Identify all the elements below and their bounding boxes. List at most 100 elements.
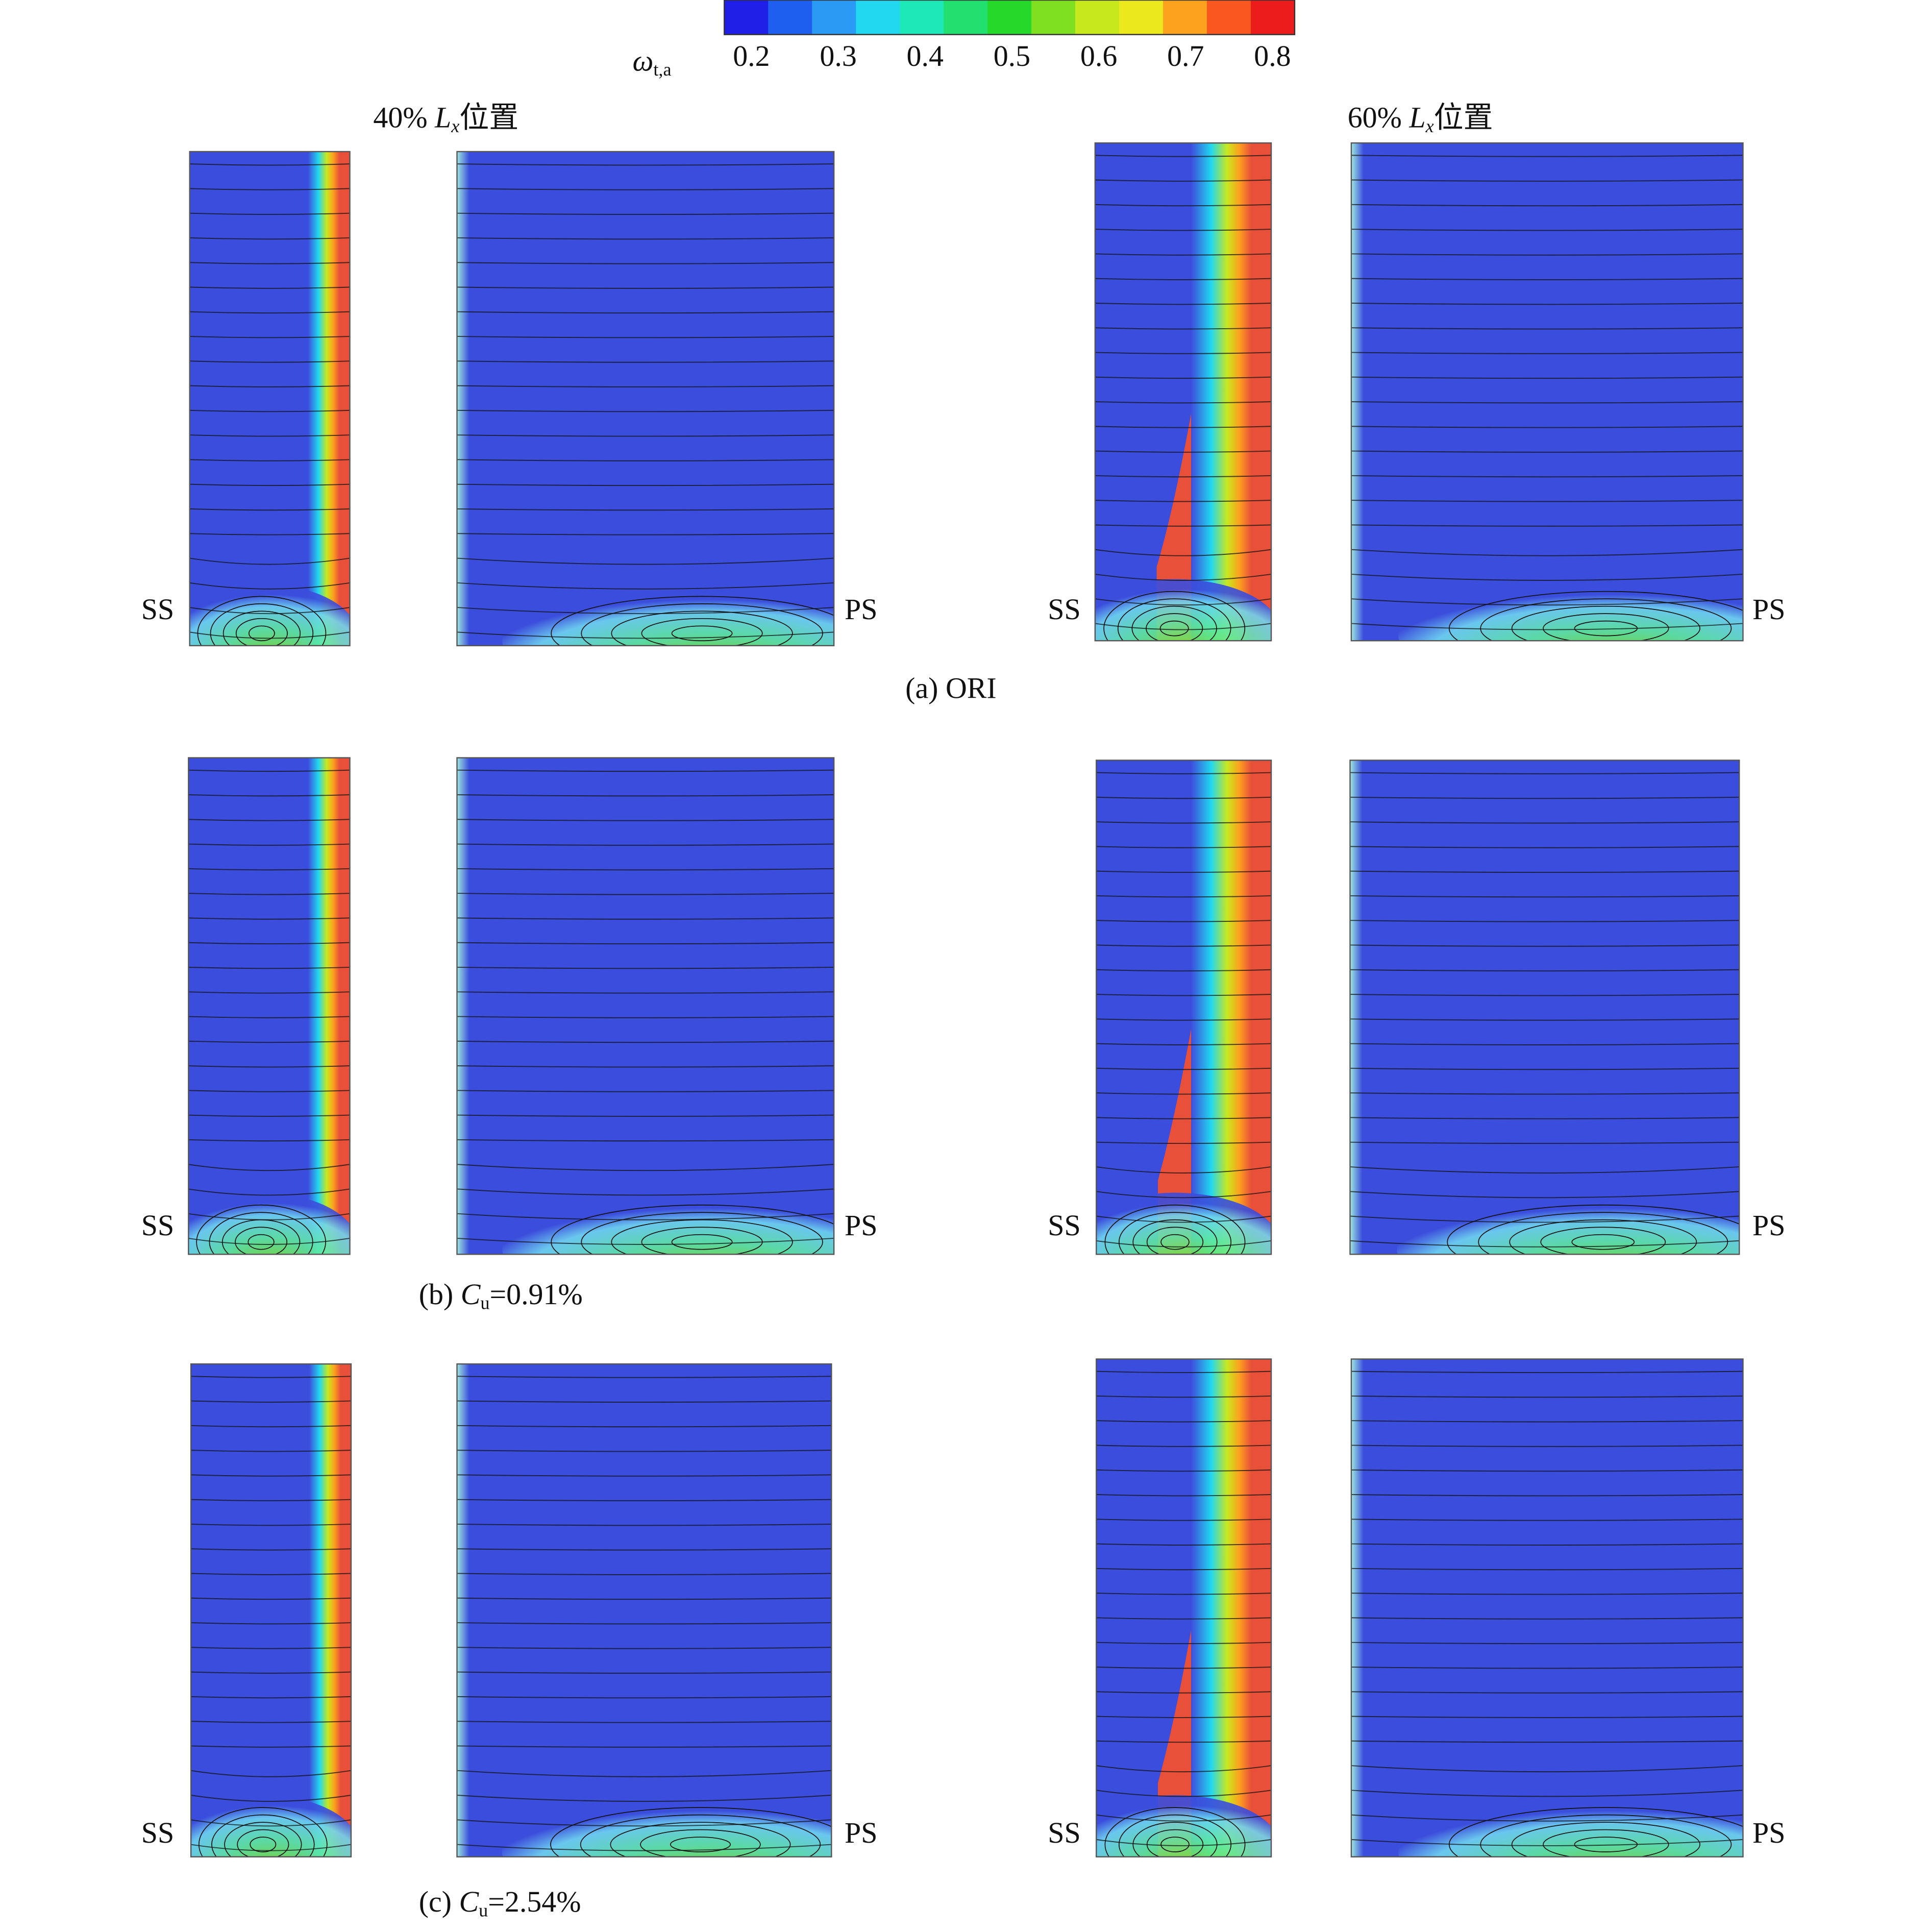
panel-content xyxy=(457,1364,832,1857)
streamline xyxy=(1095,278,1272,280)
column-label: 60% Lx位置 xyxy=(1348,101,1493,136)
vortex-line xyxy=(1480,598,1732,641)
streamline xyxy=(457,1188,834,1196)
streamline xyxy=(1096,920,1272,922)
streamline xyxy=(457,188,834,190)
streamline xyxy=(189,557,350,565)
wall-layer xyxy=(457,1364,469,1857)
streamline xyxy=(1096,1420,1272,1423)
streamline xyxy=(1096,1395,1272,1398)
colorbar-segment xyxy=(987,0,1032,35)
streamline xyxy=(189,508,350,511)
var: L xyxy=(434,101,451,134)
streamline xyxy=(1350,1067,1740,1070)
panel-frame xyxy=(456,151,835,647)
panel-frame xyxy=(190,1363,352,1857)
panel-frame xyxy=(456,757,835,1255)
streamline xyxy=(1095,179,1272,182)
streamline xyxy=(1350,895,1740,898)
streamline xyxy=(457,1016,834,1018)
streamline xyxy=(457,163,834,166)
streamline xyxy=(1096,1666,1272,1669)
streamline xyxy=(1351,302,1743,305)
vortex-line xyxy=(1132,1219,1218,1255)
streamline xyxy=(1351,1445,1743,1447)
streamline xyxy=(1351,1691,1743,1694)
panel-frame xyxy=(1096,760,1272,1255)
streamline xyxy=(189,237,350,240)
streamline xyxy=(1095,253,1272,256)
panel-content xyxy=(1095,143,1272,641)
ps-label: PS xyxy=(845,1816,877,1849)
background xyxy=(457,151,834,646)
streamline xyxy=(1350,772,1740,774)
streamline xyxy=(191,1622,351,1625)
streamline xyxy=(457,1474,832,1477)
streamline xyxy=(1096,969,1272,972)
panel-frame xyxy=(189,151,351,647)
streamline xyxy=(1095,302,1272,305)
colorbar-tick-label: 0.4 xyxy=(907,39,944,72)
streamline xyxy=(188,1114,350,1117)
var: C xyxy=(461,1278,481,1311)
corner-vortex xyxy=(1096,1192,1272,1255)
suffix: 位置 xyxy=(1434,101,1493,134)
vortex-line xyxy=(235,1227,288,1255)
panel-content xyxy=(457,151,834,646)
vortex-line xyxy=(1146,1227,1204,1255)
streamline xyxy=(457,769,834,772)
streamline xyxy=(457,1696,832,1699)
streamline xyxy=(1351,1765,1743,1773)
vortex-line xyxy=(581,1212,823,1255)
colorbar-segment xyxy=(1163,0,1208,35)
panel-content xyxy=(191,1364,351,1857)
sub: x xyxy=(451,116,459,136)
colorbar-segment xyxy=(1031,0,1076,35)
streamline xyxy=(1351,1814,1743,1822)
streamline xyxy=(1351,1593,1743,1595)
streamline xyxy=(191,1548,351,1551)
streamline xyxy=(457,942,834,945)
passage-vortex xyxy=(502,1197,834,1255)
panel-content xyxy=(188,757,350,1255)
caption: (a) ORI xyxy=(905,672,997,705)
vortex-line xyxy=(222,610,301,646)
streamline xyxy=(457,434,834,437)
streamline xyxy=(188,1090,350,1092)
wall-layer xyxy=(457,151,469,646)
streamline xyxy=(191,1499,351,1502)
background xyxy=(457,1364,832,1857)
streamline xyxy=(189,311,350,314)
vortex-line xyxy=(1480,1814,1732,1857)
panel-content xyxy=(1351,143,1743,641)
streamline xyxy=(457,1376,832,1378)
suffix: =2.54% xyxy=(488,1885,581,1918)
streamline xyxy=(1351,401,1743,404)
streamline xyxy=(457,1795,832,1802)
suffix: 位置 xyxy=(459,101,518,134)
streamline xyxy=(1351,1543,1743,1546)
streamline xyxy=(1351,229,1743,231)
streamline xyxy=(457,1770,832,1777)
contour-panel xyxy=(1096,1358,1272,1857)
streamline xyxy=(189,286,350,289)
streamline xyxy=(1351,524,1743,527)
streamline xyxy=(1096,1765,1272,1773)
streamline xyxy=(189,409,350,412)
contour-panel xyxy=(189,151,351,647)
streamline xyxy=(1350,796,1740,799)
panel-frame xyxy=(1349,760,1740,1255)
panel-frame xyxy=(456,1363,832,1857)
streamline xyxy=(188,991,350,994)
colorbar-segment xyxy=(768,0,813,35)
streamline xyxy=(189,188,350,190)
streamline xyxy=(457,1040,834,1043)
streamline xyxy=(191,1450,351,1452)
colorbar-segment xyxy=(856,0,901,35)
streamline xyxy=(1096,1543,1272,1546)
streamline xyxy=(457,360,834,363)
background xyxy=(457,757,834,1255)
streamline xyxy=(1096,1814,1272,1822)
streamline xyxy=(1350,920,1740,922)
